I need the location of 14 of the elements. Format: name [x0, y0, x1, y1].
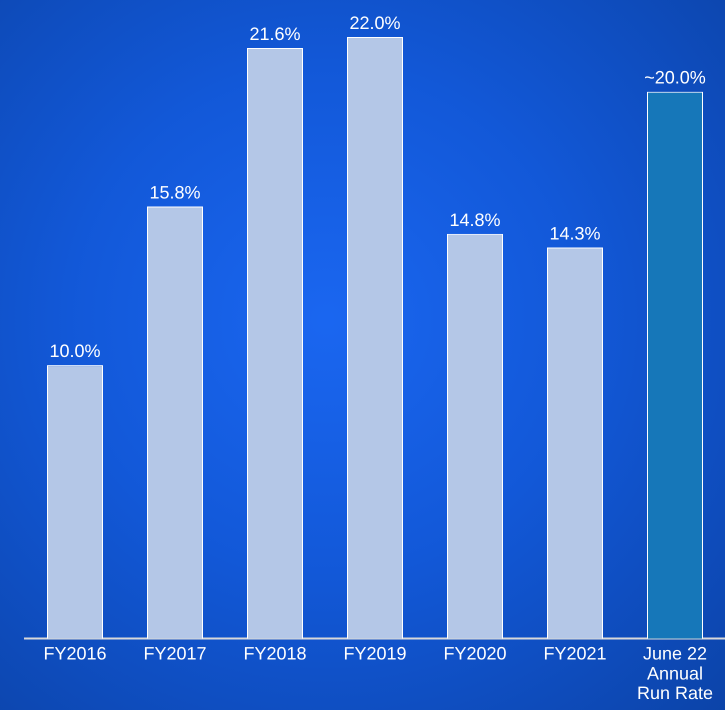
data-label: 15.8% — [149, 182, 201, 203]
x-tick-label: FY2016 — [43, 643, 107, 664]
data-label: 10.0% — [49, 341, 101, 362]
x-tick-label: FY2017 — [143, 643, 207, 664]
x-tick-label: FY2018 — [243, 643, 307, 664]
data-label: 14.3% — [549, 224, 601, 244]
data-label: 14.8% — [449, 210, 501, 230]
data-label: 21.6% — [249, 24, 301, 44]
x-tick-label: FY2019 — [343, 643, 407, 664]
x-tick-label: June 22 Annual Run Rate — [636, 643, 714, 704]
data-label: ~20.0% — [644, 68, 706, 88]
x-tick-label: FY2020 — [443, 643, 507, 664]
x-tick-label: FY2021 — [543, 643, 607, 664]
data-label: 22.0% — [349, 12, 401, 33]
